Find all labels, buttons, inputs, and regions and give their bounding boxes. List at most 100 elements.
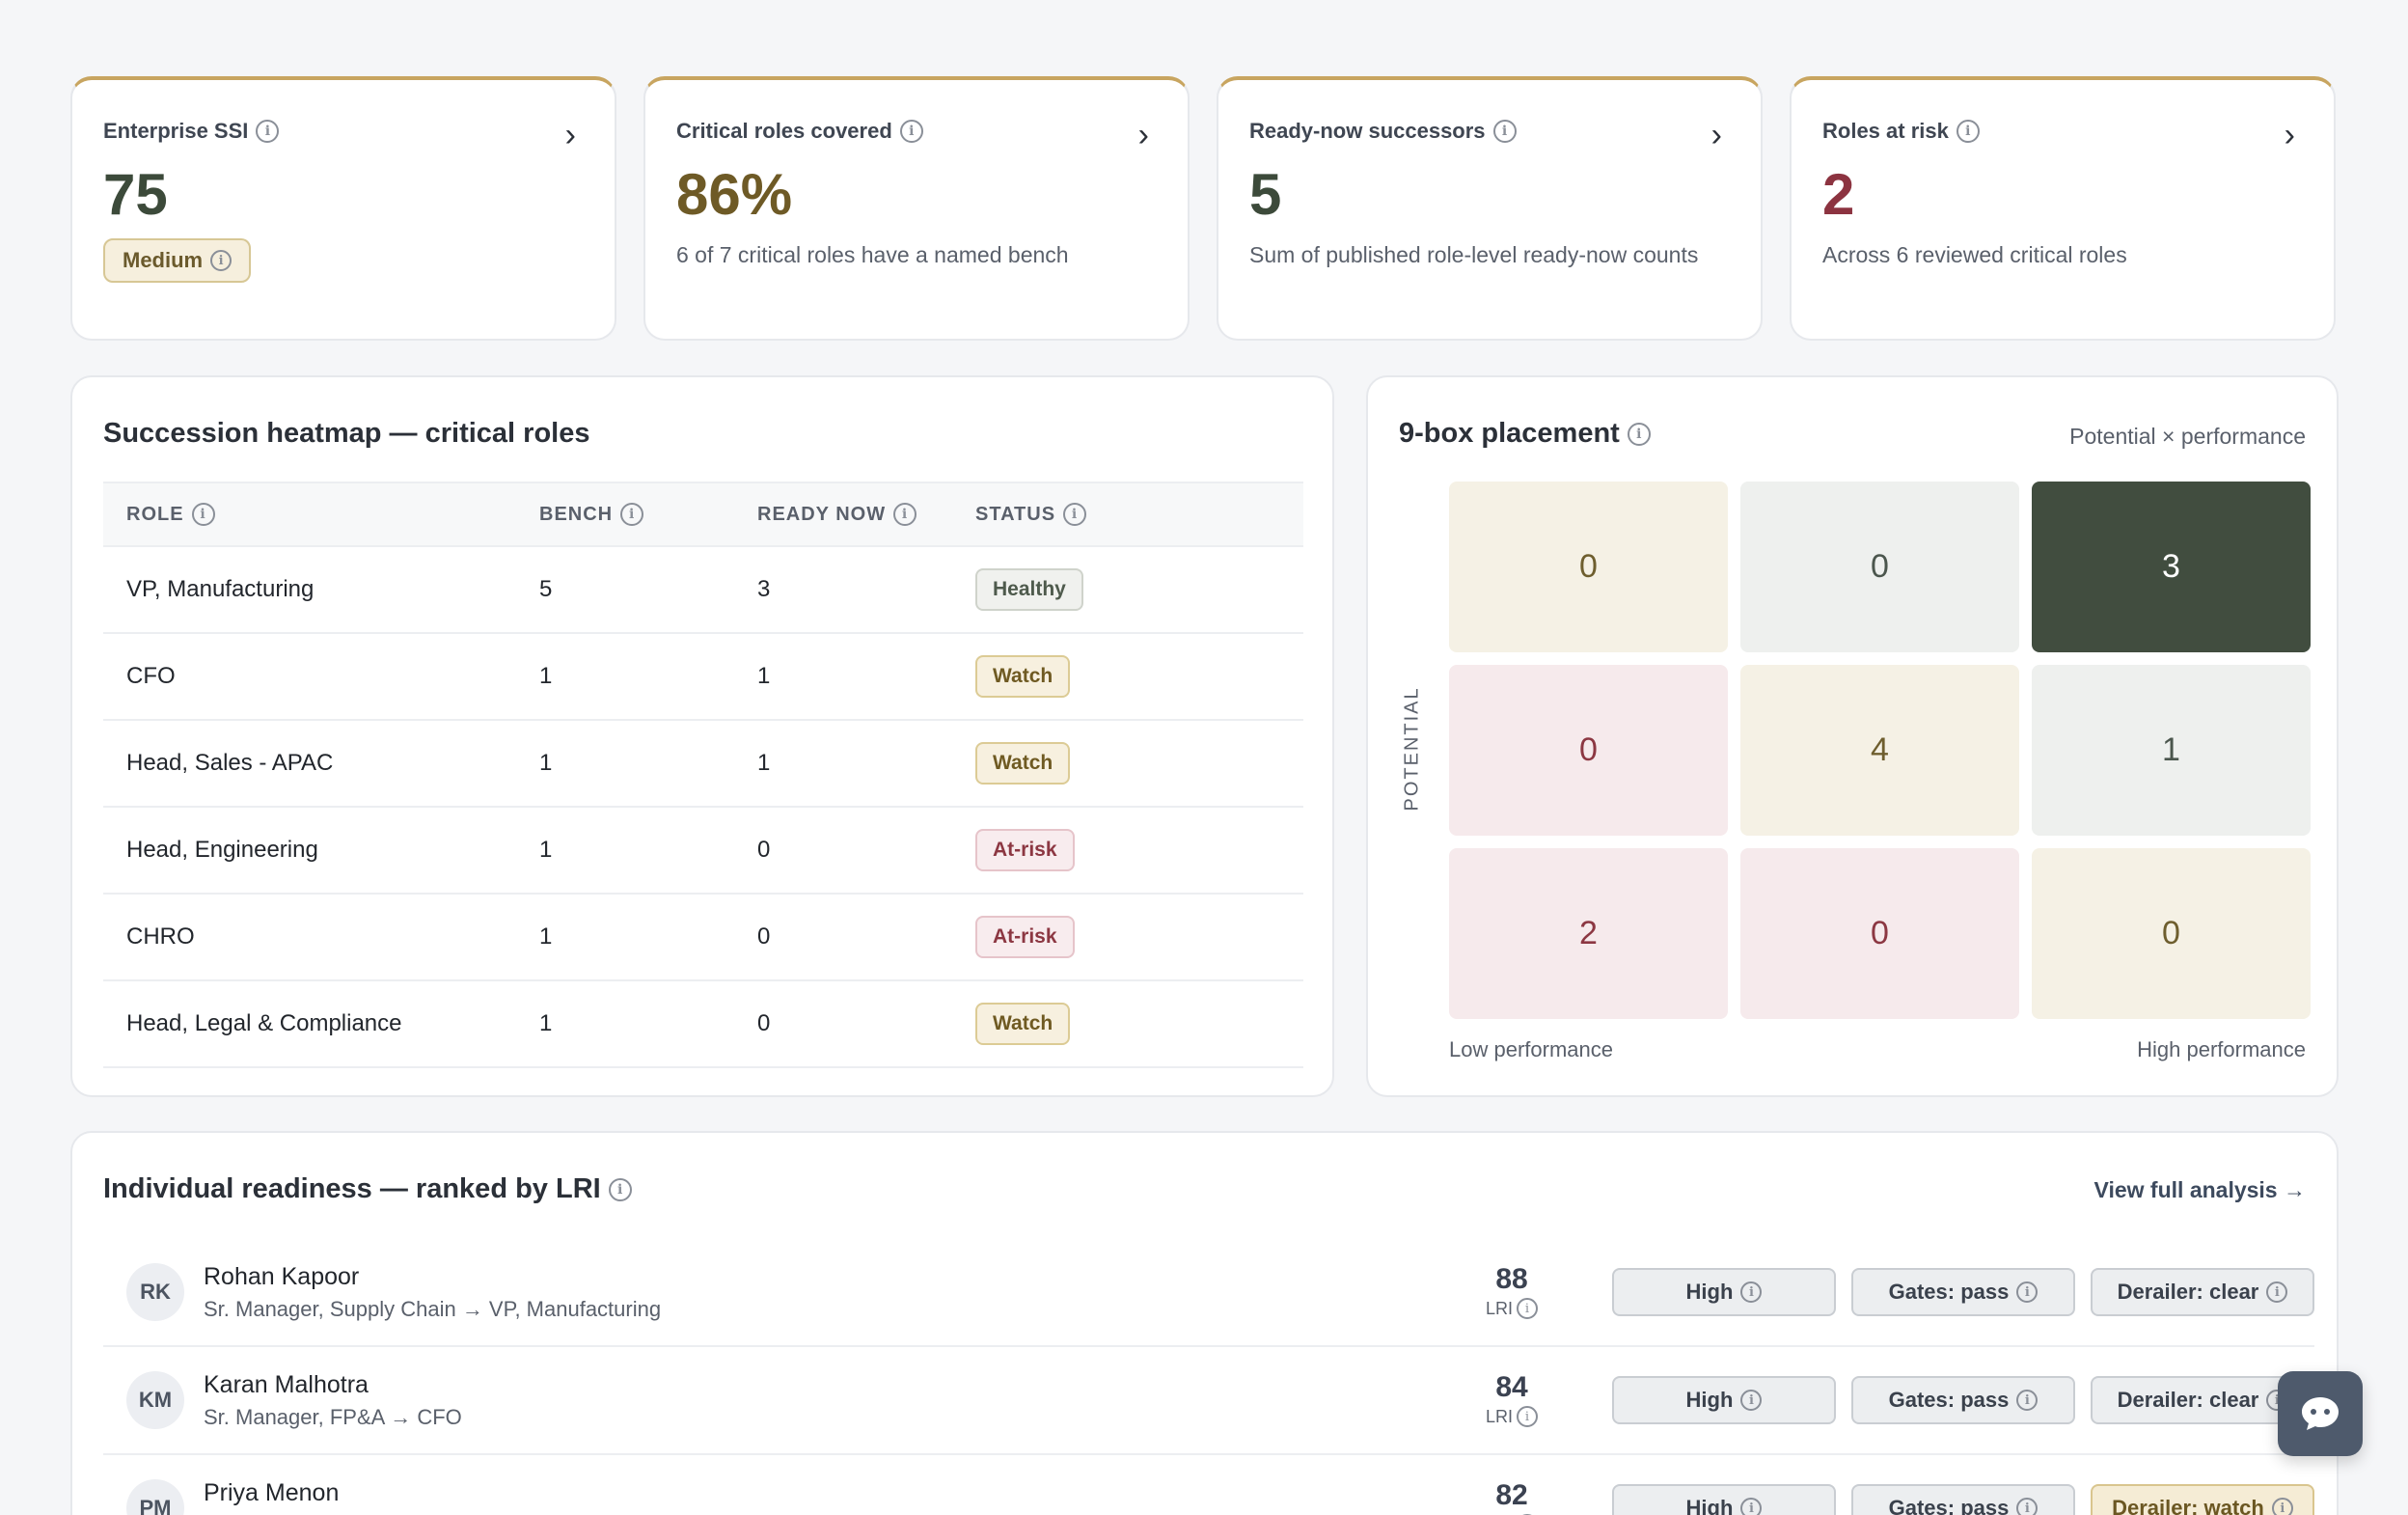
status-badge: At-risk: [975, 829, 1075, 871]
lri-label: LRI: [1485, 1298, 1513, 1318]
info-icon[interactable]: i: [210, 250, 233, 271]
info-icon[interactable]: i: [1627, 422, 1651, 446]
chevron-right-icon[interactable]: ›: [564, 117, 576, 153]
table-row[interactable]: Head, Sales - APAC 1 1 Watch: [103, 721, 1303, 808]
info-icon[interactable]: i: [2271, 1498, 2293, 1515]
ninebox-cell[interactable]: 1: [2032, 665, 2311, 836]
lri-value: 82: [1495, 1479, 1528, 1511]
info-icon[interactable]: i: [1517, 1406, 1538, 1427]
col-ready-now: READY NOW: [757, 503, 887, 525]
info-icon[interactable]: i: [2266, 1281, 2288, 1303]
readiness-card: Individual readiness — ranked by LRI i Vi…: [70, 1131, 2339, 1515]
kpi-value: 5: [1249, 162, 1282, 227]
potential-pill: High i: [1612, 1484, 1836, 1515]
ninebox-cell[interactable]: 0: [2032, 848, 2311, 1019]
ready-now-cell: 3: [757, 576, 771, 602]
list-item[interactable]: RK Rohan Kapoor Sr. Manager, Supply Chai…: [103, 1239, 2314, 1347]
info-icon[interactable]: i: [608, 1177, 632, 1201]
table-row[interactable]: CFO 1 1 Watch: [103, 634, 1303, 721]
chevron-right-icon[interactable]: ›: [1137, 117, 1149, 153]
kpi-card[interactable]: Ready-now successors i › 5 Sum of publishe…: [1217, 76, 1763, 341]
ready-now-cell: 1: [757, 750, 771, 776]
info-icon[interactable]: i: [893, 503, 917, 526]
kpi-card[interactable]: Critical roles covered i › 86% 6 of 7 crit…: [643, 76, 1190, 341]
chevron-right-icon[interactable]: ›: [1710, 117, 1722, 153]
table-row[interactable]: CHRO 1 0 At-risk: [103, 895, 1303, 981]
avatar: KM: [126, 1371, 184, 1429]
list-item[interactable]: PM Priya Menon Sr. Manager, Plant Ops → …: [103, 1455, 2314, 1515]
kpi-value: 75: [103, 162, 168, 227]
info-icon[interactable]: i: [1063, 503, 1087, 526]
info-icon[interactable]: i: [620, 503, 644, 526]
info-icon[interactable]: i: [2016, 1390, 2039, 1411]
kpi-value: 2: [1822, 162, 1855, 227]
ninebox-cell[interactable]: 0: [1449, 665, 1728, 836]
ssi-level-badge: Medium i: [103, 238, 252, 283]
lri-value: 88: [1495, 1263, 1528, 1295]
col-status: STATUS: [975, 503, 1056, 525]
ninebox-cell[interactable]: 0: [1740, 848, 2019, 1019]
chat-button[interactable]: [2278, 1371, 2363, 1456]
ninebox-cell[interactable]: 3: [2032, 482, 2311, 652]
kpi-value: 86%: [676, 162, 793, 227]
status-badge: Watch: [975, 655, 1071, 698]
ninebox-cell[interactable]: 0: [1449, 482, 1728, 652]
info-icon[interactable]: i: [1492, 120, 1517, 143]
readiness-title: Individual readiness — ranked by LRI i: [103, 1173, 632, 1205]
status-badge: Watch: [975, 1003, 1071, 1045]
kpi-subtext: Sum of published role-level ready-now co…: [1249, 242, 1699, 267]
heatmap-title: Succession heatmap — critical roles: [103, 418, 590, 449]
ninebox-cell[interactable]: 0: [1740, 482, 2019, 652]
role-cell: CFO: [126, 663, 176, 689]
bench-cell: 1: [539, 1010, 553, 1036]
lri-score: 88 LRI i: [1454, 1265, 1570, 1319]
role-cell: Head, Sales - APAC: [126, 750, 334, 776]
info-icon[interactable]: i: [2016, 1498, 2039, 1515]
bench-cell: 1: [539, 837, 553, 863]
info-icon[interactable]: i: [1956, 120, 1980, 143]
bench-cell: 1: [539, 750, 553, 776]
ninebox-cell[interactable]: 2: [1449, 848, 1728, 1019]
potential-axis-label: POTENTIAL: [1401, 686, 1423, 812]
info-icon[interactable]: i: [2016, 1281, 2039, 1303]
kpi-card[interactable]: Enterprise SSI i › 75 Medium i: [70, 76, 616, 341]
role-cell: VP, Manufacturing: [126, 576, 315, 602]
role-cell: Head, Legal & Compliance: [126, 1010, 402, 1036]
low-performance-label: Low performance: [1449, 1037, 1613, 1061]
col-bench: BENCH: [539, 503, 614, 525]
role-cell: Head, Engineering: [126, 837, 318, 863]
info-icon[interactable]: i: [256, 120, 280, 143]
potential-pill: High i: [1612, 1268, 1836, 1316]
potential-pill: High i: [1612, 1376, 1836, 1424]
heatmap-header: ROLE i BENCH i READY NOW i STATUS i: [103, 482, 1303, 547]
table-row[interactable]: Head, Engineering 1 0 At-risk: [103, 808, 1303, 895]
ninebox-cell[interactable]: 4: [1740, 665, 2019, 836]
status-badge: Healthy: [975, 568, 1083, 611]
ninebox-title: 9-box placement i: [1399, 418, 1651, 450]
table-row[interactable]: VP, Manufacturing 5 3 Healthy: [103, 547, 1303, 634]
list-item[interactable]: KM Karan Malhotra Sr. Manager, FP&A → CF…: [103, 1347, 2314, 1455]
table-row[interactable]: Head, Legal & Compliance 1 0 Watch: [103, 981, 1303, 1068]
derailer-pill: Derailer: watch i: [2091, 1484, 2314, 1515]
chevron-right-icon[interactable]: ›: [2284, 117, 2295, 153]
view-full-analysis-link[interactable]: View full analysis →: [2093, 1177, 2306, 1202]
ready-now-cell: 0: [757, 1010, 771, 1036]
ready-now-cell: 0: [757, 837, 771, 863]
info-icon[interactable]: i: [191, 503, 215, 526]
kpi-label: Critical roles covered: [676, 119, 892, 143]
avatar: RK: [126, 1263, 184, 1321]
chat-bubble-icon: [2302, 1397, 2339, 1430]
bench-cell: 5: [539, 576, 553, 602]
info-icon[interactable]: i: [1517, 1298, 1538, 1319]
heatmap-card: Succession heatmap — critical roles ROLE…: [70, 375, 1334, 1097]
info-icon[interactable]: i: [899, 120, 923, 143]
kpi-card[interactable]: Roles at risk i › 2 Across 6 reviewed crit…: [1790, 76, 2336, 341]
gates-pill: Gates: pass i: [1851, 1268, 2075, 1316]
info-icon[interactable]: i: [1740, 1390, 1763, 1411]
info-icon[interactable]: i: [1740, 1281, 1763, 1303]
info-icon[interactable]: i: [1740, 1498, 1763, 1515]
person-transition: Sr. Manager, Supply Chain → VP, Manufact…: [204, 1296, 662, 1321]
role-cell: CHRO: [126, 923, 195, 950]
